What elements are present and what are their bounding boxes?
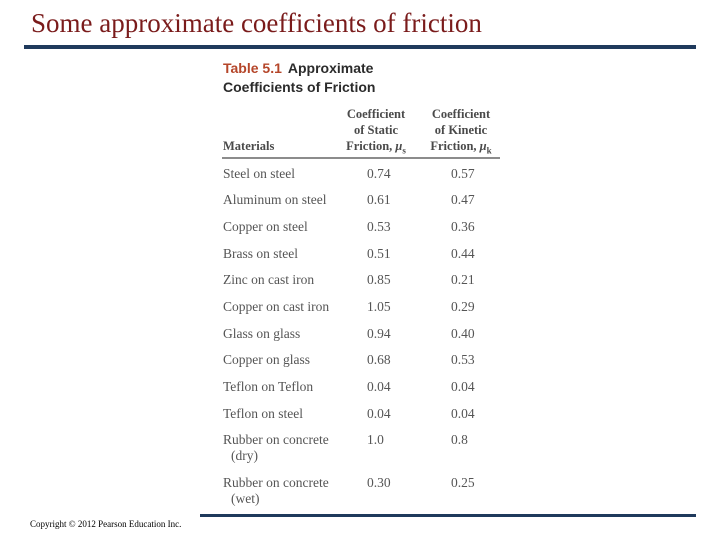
material-name: Copper on steel bbox=[223, 219, 308, 234]
slide-title: Some approximate coefficients of frictio… bbox=[31, 8, 482, 38]
kinetic-value: 0.44 bbox=[451, 246, 475, 261]
material-name: Rubber on concrete bbox=[223, 432, 329, 447]
kinetic-value: 0.40 bbox=[451, 326, 475, 341]
kinetic-value: 0.53 bbox=[451, 352, 475, 367]
kinetic-value: 0.21 bbox=[451, 272, 475, 287]
row-material: Teflon on steel bbox=[223, 406, 303, 422]
static-value: 0.51 bbox=[367, 246, 391, 261]
static-value: 0.85 bbox=[367, 272, 391, 287]
material-condition: (wet) bbox=[231, 491, 260, 506]
row-material: Copper on glass bbox=[223, 352, 310, 368]
material-name: Steel on steel bbox=[223, 166, 295, 181]
material-name: Copper on glass bbox=[223, 352, 310, 367]
material-name: Teflon on steel bbox=[223, 406, 304, 421]
subscript-k: k bbox=[486, 145, 492, 156]
static-value: 0.04 bbox=[367, 379, 391, 394]
row-material: Rubber on concrete (wet) bbox=[223, 475, 329, 507]
row-material: Zinc on cast iron bbox=[223, 272, 314, 288]
row-material: Copper on steel bbox=[223, 219, 308, 235]
row-material: Rubber on concrete (dry) bbox=[223, 432, 329, 464]
copyright-notice: Copyright © 2012 Pearson Education Inc. bbox=[30, 519, 182, 529]
subscript-s: s bbox=[402, 145, 406, 156]
header-divider bbox=[222, 157, 500, 159]
table-caption-line2: Coefficients of Friction bbox=[223, 79, 376, 95]
static-value: 0.74 bbox=[367, 166, 391, 181]
static-value: 0.53 bbox=[367, 219, 391, 234]
kinetic-value: 0.04 bbox=[451, 406, 475, 421]
header-kinetic-line3: Friction, bbox=[430, 139, 477, 153]
material-name: Brass on steel bbox=[223, 246, 298, 261]
mu-symbol-kinetic: μ bbox=[479, 139, 487, 153]
static-value: 1.0 bbox=[367, 432, 384, 447]
kinetic-value: 0.25 bbox=[451, 475, 475, 490]
static-value: 0.61 bbox=[367, 192, 391, 207]
table-number: Table 5.1 bbox=[223, 60, 282, 76]
row-material: Teflon on Teflon bbox=[223, 379, 313, 395]
header-kinetic-line2: of Kinetic bbox=[434, 123, 488, 137]
static-value: 1.05 bbox=[367, 299, 391, 314]
material-name: Copper on cast iron bbox=[223, 299, 330, 314]
title-divider bbox=[24, 45, 696, 49]
material-name: Glass on glass bbox=[223, 326, 301, 341]
table-caption: Table 5.1 Approximate Coefficients of Fri… bbox=[223, 59, 375, 97]
row-material: Brass on steel bbox=[223, 246, 298, 262]
row-material: Glass on glass bbox=[223, 326, 300, 342]
header-static-line1: Coefficient bbox=[346, 107, 406, 121]
material-name: Zinc on cast iron bbox=[223, 272, 315, 287]
kinetic-value: 0.36 bbox=[451, 219, 475, 234]
material-name: Aluminum on steel bbox=[223, 192, 327, 207]
static-value: 0.94 bbox=[367, 326, 391, 341]
static-value: 0.68 bbox=[367, 352, 391, 367]
material-name: Teflon on Teflon bbox=[223, 379, 314, 394]
footer-divider bbox=[200, 514, 696, 517]
kinetic-value: 0.29 bbox=[451, 299, 475, 314]
header-static-line3: Friction, bbox=[346, 139, 393, 153]
header-kinetic-friction: Coefficient of Kinetic Friction, μk bbox=[422, 106, 500, 159]
kinetic-value: 0.8 bbox=[451, 432, 468, 447]
header-static-line2: of Static bbox=[353, 123, 399, 137]
material-name: Rubber on concrete bbox=[223, 475, 329, 490]
static-value: 0.04 bbox=[367, 406, 391, 421]
row-material: Steel on steel bbox=[223, 166, 295, 182]
mu-symbol-static: μ bbox=[395, 139, 403, 153]
header-kinetic-line1: Coefficient bbox=[431, 107, 491, 121]
row-material: Copper on cast iron bbox=[223, 299, 329, 315]
kinetic-value: 0.57 bbox=[451, 166, 475, 181]
material-condition: (dry) bbox=[231, 448, 258, 463]
header-materials: Materials bbox=[223, 139, 275, 153]
header-static-friction: Coefficient of Static Friction, μs bbox=[338, 106, 414, 159]
table-caption-line1: Approximate bbox=[287, 60, 374, 76]
static-value: 0.30 bbox=[367, 475, 391, 490]
row-material: Aluminum on steel bbox=[223, 192, 327, 208]
kinetic-value: 0.04 bbox=[451, 379, 475, 394]
kinetic-value: 0.47 bbox=[451, 192, 475, 207]
